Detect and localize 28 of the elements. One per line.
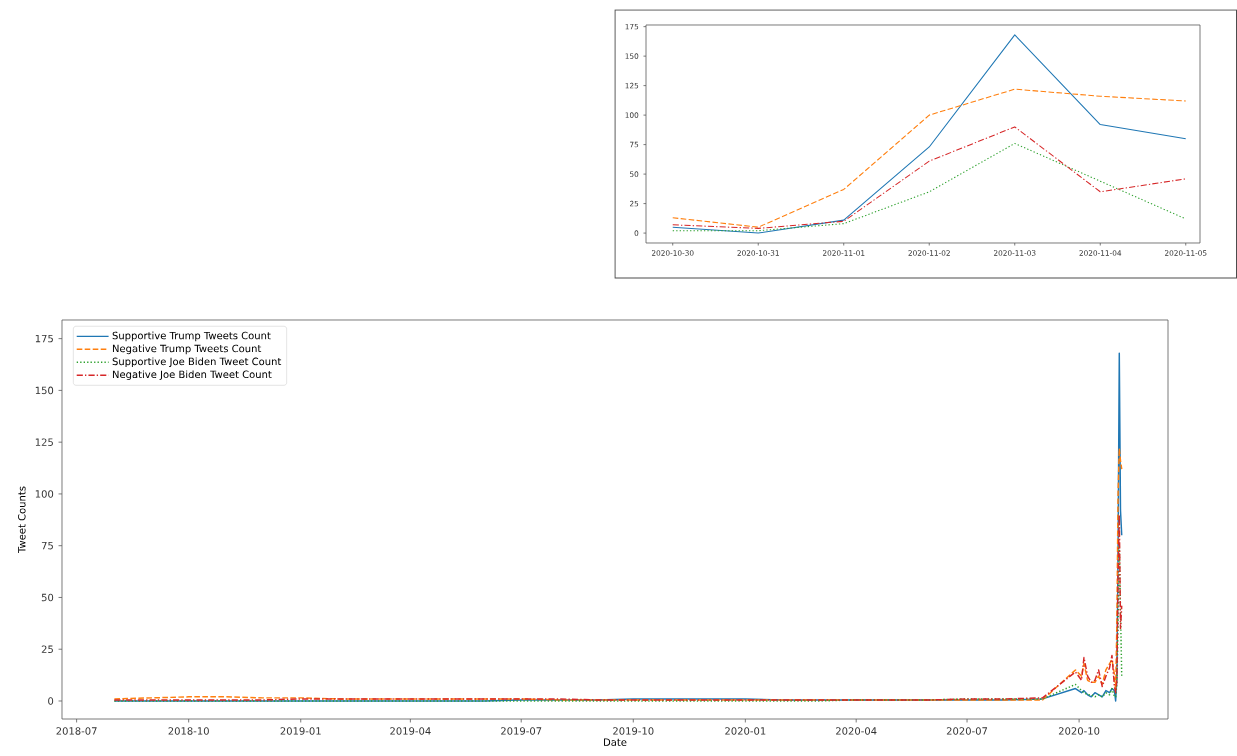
y-tick-label: 25 <box>41 645 53 654</box>
y-axis-title: Tweet Counts <box>18 486 26 553</box>
y-tick-label: 125 <box>35 438 53 446</box>
x-tick-label: 2020-01 <box>725 727 766 735</box>
y-tick-label: 75 <box>41 541 53 550</box>
line-series <box>672 88 1187 228</box>
x-tick-label: 2019-04 <box>390 727 431 735</box>
legend-label: Negative Joe Biden Tweet Count <box>112 370 272 381</box>
line-series <box>672 126 1187 229</box>
x-tick-label: 2019-10 <box>613 727 654 735</box>
x-tick-label: 2020-04 <box>836 727 877 735</box>
line-series <box>672 34 1187 234</box>
y-tick-label: 175 <box>35 334 53 343</box>
legend-label: Negative Trump Tweets Count <box>112 344 262 355</box>
x-axis-title: Date <box>604 738 627 746</box>
x-tick-label: 2018-07 <box>56 727 97 735</box>
x-tick-label: 2018-10 <box>168 727 209 735</box>
x-tick-label: 2020-07 <box>946 727 988 735</box>
legend-label: Supportive Joe Biden Tweet Count <box>112 357 282 368</box>
legend-label: Supportive Trump Tweets Count <box>112 331 271 342</box>
y-tick-label: 100 <box>35 490 54 498</box>
x-tick-label: 2019-01 <box>280 727 321 735</box>
y-tick-label: 150 <box>35 386 54 395</box>
y-tick-label: 50 <box>41 593 54 602</box>
y-tick-label: 0 <box>48 697 54 705</box>
x-tick-label: 2019-07 <box>501 727 542 735</box>
x-tick-label: 2020-10 <box>1058 727 1100 735</box>
line-series <box>672 142 1187 232</box>
